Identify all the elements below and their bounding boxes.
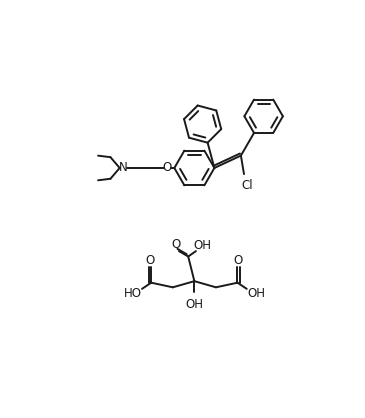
Text: Cl: Cl (241, 179, 253, 192)
Text: OH: OH (247, 287, 265, 300)
Text: O: O (163, 161, 172, 174)
Text: N: N (119, 161, 128, 174)
Text: O: O (234, 254, 243, 267)
Text: O: O (171, 238, 181, 251)
Text: OH: OH (185, 298, 203, 311)
Text: HO: HO (124, 287, 142, 300)
Text: OH: OH (193, 239, 211, 252)
Text: O: O (146, 254, 155, 267)
